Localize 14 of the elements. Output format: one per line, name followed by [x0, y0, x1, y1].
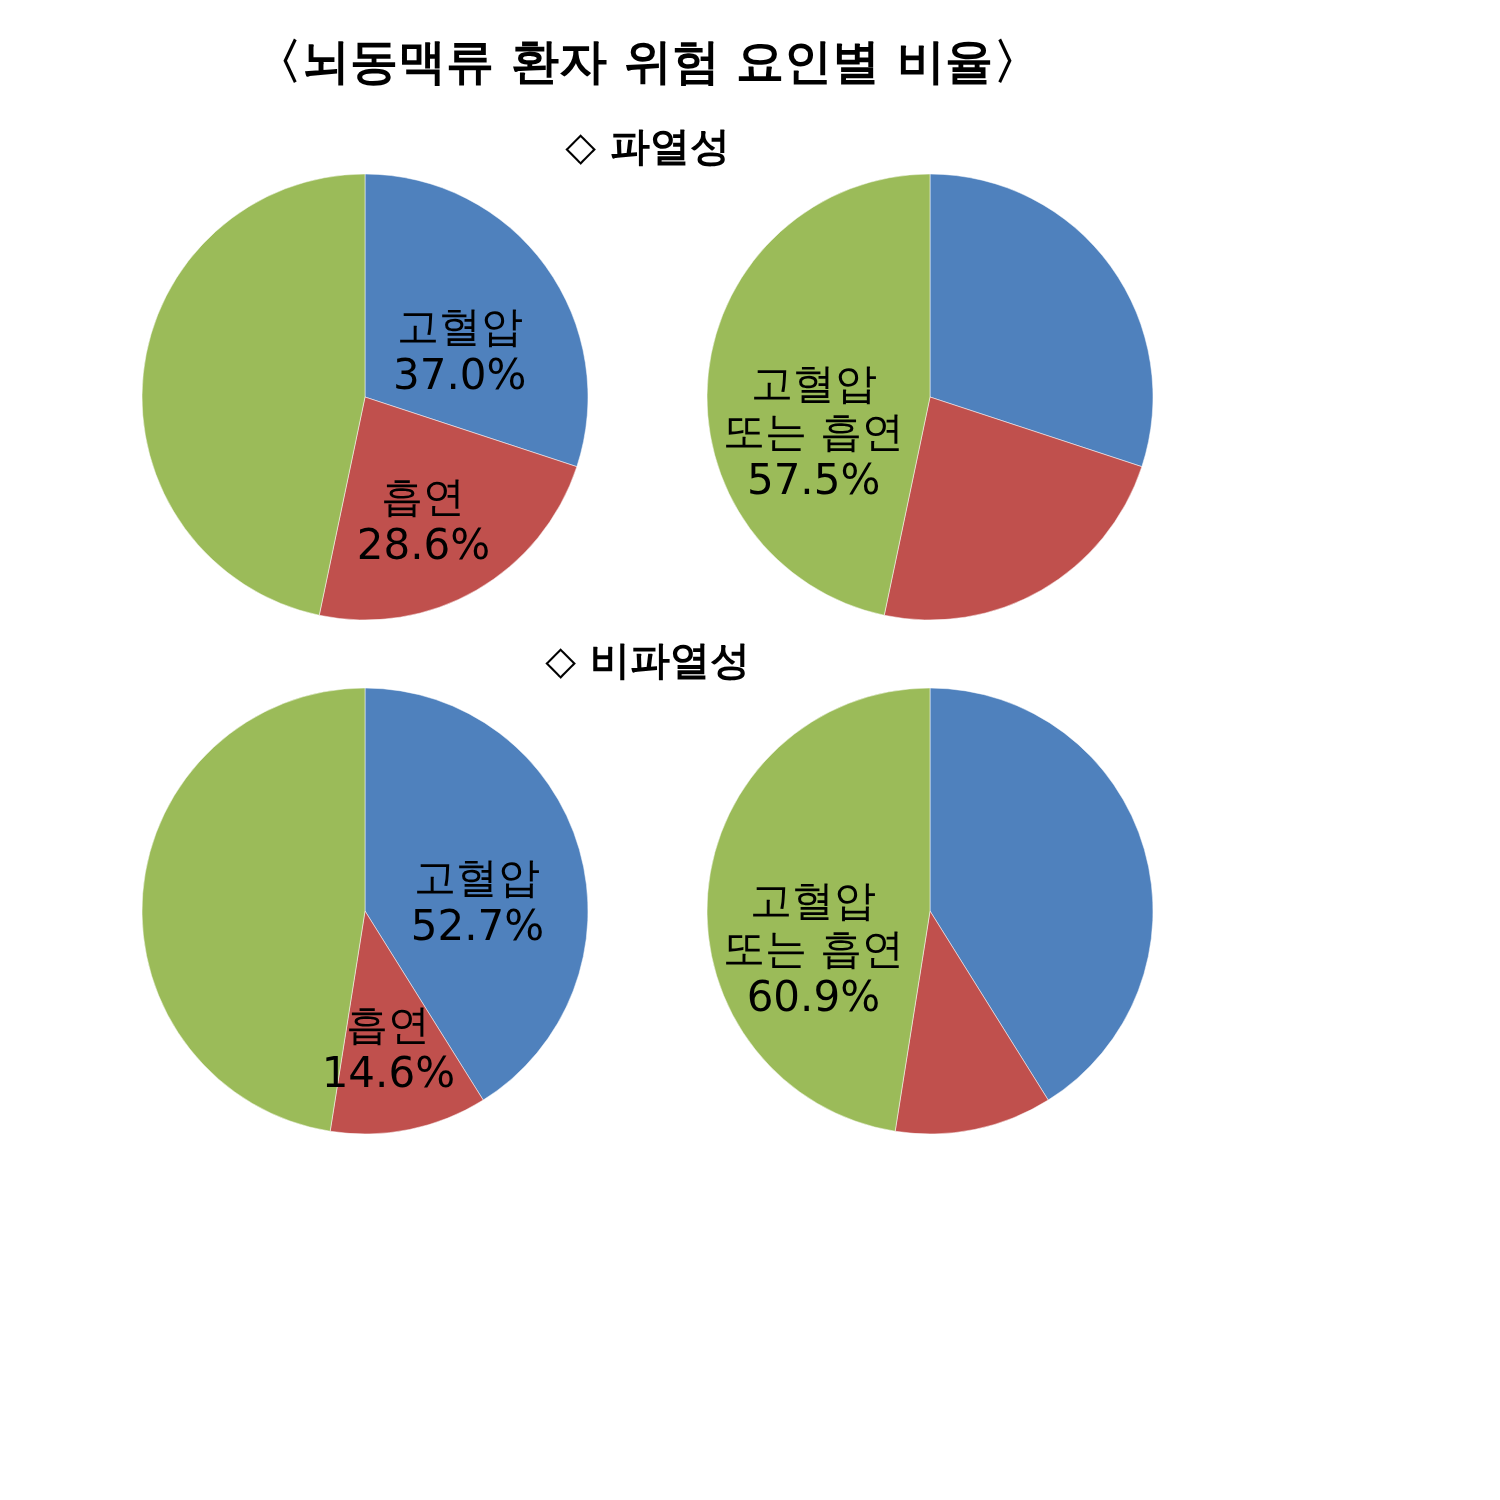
slice-label: 흡연	[381, 472, 466, 522]
chart-subtitle: ◇ 비파열성	[545, 637, 750, 683]
slice-label: 고혈압 또는 흡연	[722, 875, 905, 973]
slice-label: 고혈압 또는 흡연	[722, 358, 905, 456]
slice-label: 흡연	[346, 999, 431, 1049]
data-label: 28.6%	[356, 520, 491, 570]
slice-label: 고혈압	[414, 852, 541, 902]
data-label: 37.0%	[393, 350, 527, 400]
data-label: 57.5%	[746, 454, 881, 504]
data-label: 60.9%	[746, 971, 881, 1021]
data-label: 52.7%	[410, 900, 545, 950]
chart-subtitle: ◇ 파열성	[565, 123, 730, 169]
slice-label: 고혈압	[396, 302, 523, 352]
chart-title: 〈뇌동맥류 환자 위험 요인별 비율〉	[254, 33, 1041, 89]
